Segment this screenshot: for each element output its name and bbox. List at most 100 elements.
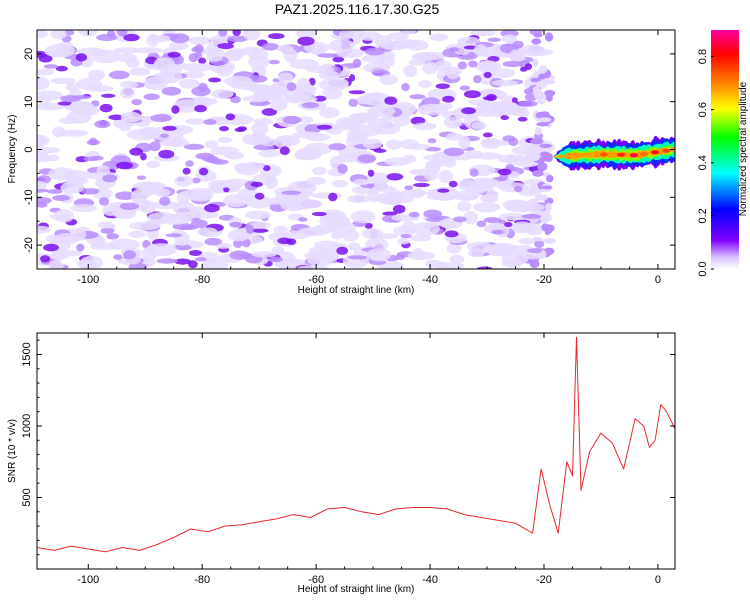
- x-tick-label: -40: [422, 274, 438, 286]
- noise-blob: [504, 221, 513, 228]
- signal-hotspot: [599, 152, 608, 157]
- noise-blob: [268, 59, 280, 65]
- noise-blob: [225, 113, 236, 121]
- noise-blob: [476, 220, 487, 228]
- noise-blob: [102, 204, 118, 217]
- noise-blob: [332, 56, 345, 63]
- noise-blob: [386, 173, 404, 181]
- noise-blob: [195, 152, 215, 160]
- noise-blob: [268, 33, 285, 40]
- noise-blob: [311, 211, 327, 217]
- noise-blob: [538, 216, 552, 221]
- noise-blob: [37, 154, 53, 163]
- noise-blob: [516, 160, 539, 168]
- noise-blob: [229, 250, 250, 260]
- noise-blob: [100, 227, 115, 234]
- noise-blob: [37, 76, 50, 91]
- noise-blob: [541, 80, 556, 85]
- noise-blob: [408, 211, 420, 218]
- noise-blob: [296, 30, 316, 39]
- noise-blob: [55, 65, 68, 72]
- noise-blob: [545, 202, 552, 212]
- noise-blob: [534, 194, 548, 201]
- noise-blob: [37, 135, 46, 149]
- noise-blob: [417, 103, 449, 116]
- noise-blob: [268, 256, 283, 263]
- noise-blob: [140, 153, 147, 161]
- noise-blob: [242, 95, 271, 103]
- noise-blob: [437, 188, 450, 193]
- noise-blob: [237, 126, 248, 132]
- x-tick-label: -100: [77, 574, 99, 586]
- noise-blob: [199, 167, 209, 176]
- noise-blob: [60, 95, 82, 103]
- noise-blob: [224, 75, 253, 87]
- noise-blob: [273, 225, 288, 234]
- noise-blob: [526, 151, 541, 161]
- noise-blob: [387, 32, 410, 41]
- noise-blob: [445, 132, 463, 141]
- noise-blob: [91, 49, 121, 64]
- noise-blob: [375, 194, 403, 204]
- noise-blob: [512, 40, 524, 49]
- noise-blob: [509, 49, 525, 62]
- noise-blob: [518, 100, 538, 107]
- noise-blob: [502, 60, 523, 68]
- noise-blob: [156, 258, 178, 264]
- noise-blob: [318, 70, 339, 80]
- noise-blob: [472, 202, 501, 213]
- noise-blob: [371, 122, 401, 135]
- noise-blob: [194, 104, 207, 113]
- noise-blob: [281, 190, 302, 195]
- noise-blob: [149, 141, 161, 152]
- noise-blob: [327, 78, 349, 88]
- noise-blob: [418, 79, 432, 88]
- noise-blob: [106, 233, 119, 240]
- noise-blob: [442, 157, 457, 168]
- noise-blob: [191, 189, 214, 202]
- noise-blob: [538, 65, 548, 74]
- noise-blob: [174, 258, 192, 265]
- noise-blob: [40, 255, 51, 263]
- snr-plot: [37, 336, 675, 553]
- noise-blob: [434, 60, 452, 71]
- noise-blob: [153, 57, 175, 71]
- noise-blob: [483, 217, 502, 224]
- noise-blob: [201, 259, 228, 269]
- noise-blob: [37, 30, 48, 39]
- noise-blob: [114, 47, 142, 54]
- noise-blob: [99, 103, 113, 113]
- noise-blob: [468, 248, 485, 258]
- x-tick-label: -20: [536, 574, 552, 586]
- noise-blob: [473, 75, 482, 84]
- noise-blob: [258, 149, 281, 158]
- noise-blob: [438, 170, 454, 183]
- colorbar: 0.0 0.2 0.4 0.6 0.8 Normalized spectral ampl…: [697, 30, 749, 277]
- noise-blob: [174, 244, 192, 251]
- noise-blob: [529, 259, 540, 269]
- noise-blob: [379, 55, 395, 68]
- x-tick-label: -60: [308, 274, 324, 286]
- snr-frame: [36, 332, 676, 570]
- noise-blob: [457, 61, 468, 70]
- noise-blob: [534, 90, 545, 101]
- noise-blob: [411, 248, 424, 258]
- noise-blob: [97, 221, 115, 229]
- noise-blob: [134, 47, 163, 54]
- x-tick-label: 0: [655, 574, 661, 586]
- noise-blob: [405, 39, 429, 51]
- noise-blob: [38, 94, 51, 105]
- noise-blob: [146, 33, 160, 47]
- noise-blob: [461, 107, 476, 115]
- noise-blob: [203, 119, 217, 125]
- noise-blob: [185, 160, 194, 168]
- noise-blob: [443, 147, 465, 157]
- noise-blob: [191, 86, 211, 97]
- noise-blob: [399, 139, 420, 150]
- noise-blob: [409, 168, 438, 176]
- noise-blob: [128, 230, 147, 238]
- noise-blob: [530, 77, 541, 83]
- noise-blob: [56, 129, 89, 137]
- noise-blob: [399, 190, 427, 197]
- noise-blob: [264, 175, 279, 189]
